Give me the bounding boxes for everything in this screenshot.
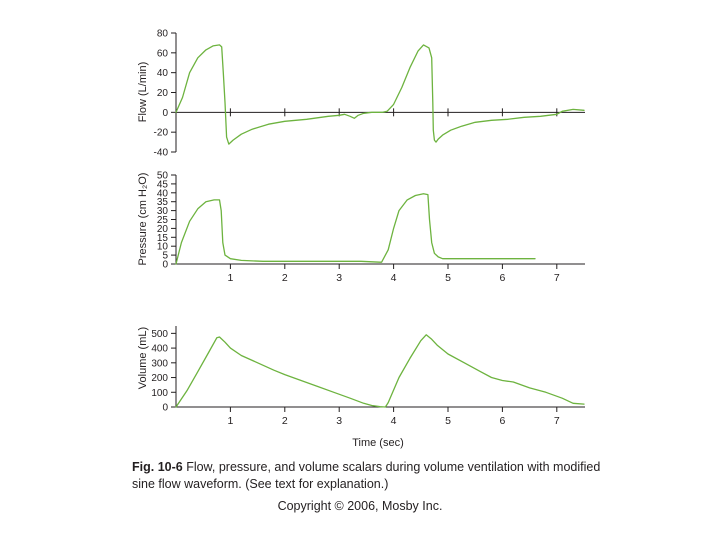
volume-y-tick-label: 100 xyxy=(151,388,168,399)
flow-y-tick-label: 20 xyxy=(157,88,169,99)
pressure-x-tick-label: 4 xyxy=(391,272,397,284)
caption-text: Flow, pressure, and volume scalars durin… xyxy=(132,460,601,491)
pressure-y-tick-label: 10 xyxy=(157,242,169,253)
volume-trace xyxy=(175,334,585,408)
pressure-y-tick-label: 35 xyxy=(157,197,169,208)
pressure-y-tick-label: 0 xyxy=(162,260,168,271)
volume-x-tick-label: 3 xyxy=(336,415,342,427)
pressure-x-tick-label: 1 xyxy=(227,272,233,284)
flow-y-tick-label: -20 xyxy=(154,128,169,139)
pressure-y-tick-label: 5 xyxy=(162,251,168,262)
pressure-y-tick-label: 25 xyxy=(157,215,169,226)
volume-y-axis-label: Volume (mL) xyxy=(137,327,149,389)
pressure-y-tick-label: 20 xyxy=(157,224,169,235)
pressure-y-tick-label: 45 xyxy=(157,179,169,190)
volume-y-tick-label: 500 xyxy=(151,329,168,340)
flow-trace xyxy=(175,44,585,145)
flow-y-tick-label: 80 xyxy=(157,29,169,40)
pressure-y-tick-label: 40 xyxy=(157,188,169,199)
pressure-y-tick-label: 30 xyxy=(157,206,169,217)
volume-y-tick-label: 400 xyxy=(151,344,168,355)
flow-y-tick-label: 0 xyxy=(162,108,168,119)
pressure-x-tick-label: 7 xyxy=(554,272,560,284)
volume-y-tick-label: 200 xyxy=(151,373,168,384)
pressure-x-tick-label: 6 xyxy=(499,272,505,284)
volume-y-tick-label: 300 xyxy=(151,358,168,369)
pressure-y-tick-label: 15 xyxy=(157,233,169,244)
volume-x-tick-label: 4 xyxy=(391,415,397,427)
pressure-y-tick-label: 50 xyxy=(157,171,169,182)
volume-y-tick-label: 0 xyxy=(162,403,168,414)
volume-x-tick-label: 7 xyxy=(554,415,560,427)
figure-caption: Fig. 10-6 Flow, pressure, and volume sca… xyxy=(132,459,602,493)
volume-x-tick-label: 6 xyxy=(499,415,505,427)
x-axis-label: Time (sec) xyxy=(352,437,404,449)
volume-x-tick-label: 2 xyxy=(282,415,288,427)
caption-label: Fig. 10-6 xyxy=(132,460,183,474)
flow-y-tick-label: 60 xyxy=(157,48,169,59)
flow-y-tick-label: 40 xyxy=(157,68,169,79)
pressure-trace xyxy=(175,193,536,265)
pressure-x-tick-label: 3 xyxy=(336,272,342,284)
flow-chart: -40 -20 0 20 40 60 80 Flow (L/min) xyxy=(137,29,585,159)
flow-y-axis-label: Flow (L/min) xyxy=(137,62,149,123)
pressure-x-tick-label: 2 xyxy=(282,272,288,284)
volume-x-tick-label: 5 xyxy=(445,415,451,427)
volume-chart: 0 100 200 300 400 500 1 2 3 4 5 6 7 Volume (mL) xyxy=(137,326,585,427)
pressure-y-axis-label: Pressure (cm H₂O) xyxy=(137,173,149,266)
pressure-x-tick-label: 5 xyxy=(445,272,451,284)
flow-y-tick-label: -40 xyxy=(154,148,169,159)
copyright-notice: Copyright © 2006, Mosby Inc. xyxy=(277,499,443,513)
volume-x-tick-label: 1 xyxy=(227,415,233,427)
